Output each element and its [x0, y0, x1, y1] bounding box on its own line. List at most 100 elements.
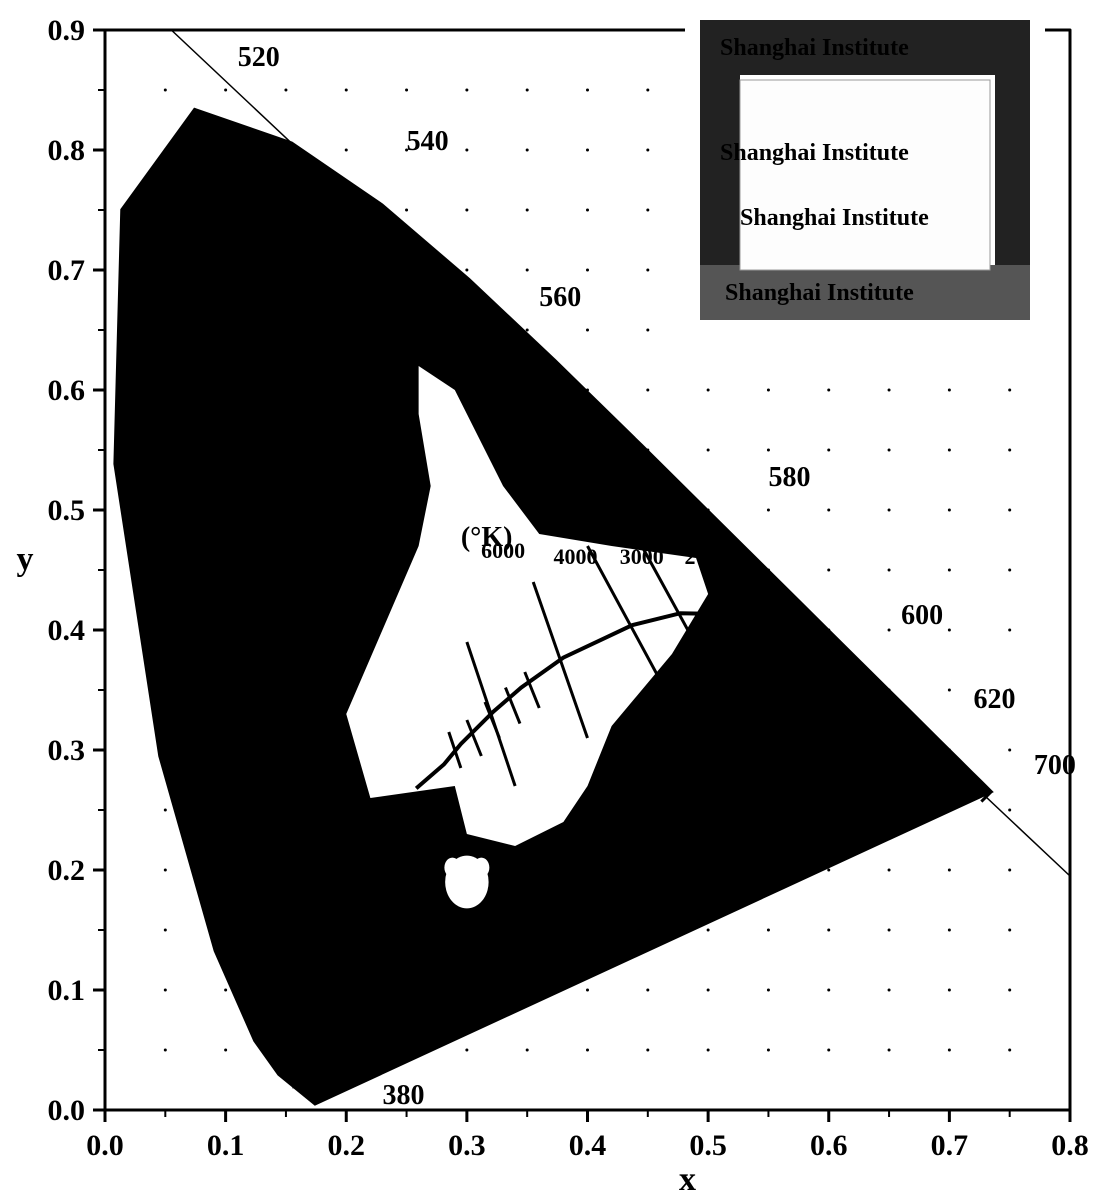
y-tick-label: 0.8 [48, 134, 86, 167]
grid-dot [827, 929, 830, 932]
grid-dot [707, 389, 710, 392]
grid-dot [767, 509, 770, 512]
grid-dot [224, 1049, 227, 1052]
grid-dot [586, 329, 589, 332]
grid-dot [888, 389, 891, 392]
grid-dot [948, 929, 951, 932]
grid-dot [224, 89, 227, 92]
grid-dot [1008, 449, 1011, 452]
y-tick-label: 0.3 [48, 734, 86, 767]
grid-dot [526, 209, 529, 212]
grid-dot [1008, 869, 1011, 872]
grid-dot [888, 869, 891, 872]
grid-dot [1008, 929, 1011, 932]
temp-label: 2 [685, 544, 696, 569]
grid-dot [888, 629, 891, 632]
grid-dot [767, 1049, 770, 1052]
spectral-label: 490 [195, 744, 237, 775]
grid-dot [345, 149, 348, 152]
grid-dot [707, 929, 710, 932]
grid-dot [1008, 749, 1011, 752]
grid-dot [948, 989, 951, 992]
grid-dot [767, 929, 770, 932]
spectral-label: 600 [901, 600, 943, 631]
grid-dot [888, 989, 891, 992]
inset-text: Shanghai Institute [740, 205, 929, 231]
grid-dot [526, 149, 529, 152]
grid-dot [586, 1049, 589, 1052]
grid-dot [948, 1049, 951, 1052]
grid-dot [948, 689, 951, 692]
grid-dot [526, 1049, 529, 1052]
grid-dot [827, 569, 830, 572]
grid-dot [586, 269, 589, 272]
grid-dot [586, 209, 589, 212]
center-marker-lobe [444, 858, 460, 878]
x-tick-label: 0.5 [689, 1129, 727, 1162]
center-marker-lobe [473, 858, 489, 878]
spectral-label: 560 [539, 282, 581, 313]
grid-dot [224, 989, 227, 992]
grid-dot [646, 89, 649, 92]
spectral-label: 520 [238, 42, 280, 73]
grid-dot [405, 209, 408, 212]
grid-dot [767, 389, 770, 392]
temp-unit-label: (°K) [461, 522, 513, 553]
grid-dot [465, 269, 468, 272]
y-tick-label: 0.6 [48, 374, 86, 407]
inset-panel [740, 80, 990, 270]
grid-dot [888, 509, 891, 512]
grid-dot [405, 89, 408, 92]
spectral-label: 480 [250, 936, 292, 967]
grid-dot [646, 269, 649, 272]
y-tick-label: 0.0 [48, 1094, 86, 1127]
grid-dot [646, 989, 649, 992]
grid-dot [586, 149, 589, 152]
spectral-label: 580 [768, 462, 810, 493]
grid-dot [948, 569, 951, 572]
x-tick-label: 0.1 [207, 1129, 245, 1162]
grid-dot [1008, 989, 1011, 992]
inset-text: Shanghai Institute [720, 35, 909, 61]
grid-dot [164, 89, 167, 92]
grid-dot [827, 989, 830, 992]
x-tick-label: 0.8 [1051, 1129, 1089, 1162]
grid-dot [164, 989, 167, 992]
y-axis-label: y [17, 541, 34, 578]
y-tick-label: 0.7 [48, 254, 86, 287]
grid-dot [586, 89, 589, 92]
chart-svg: 3804604704804905005205405605806006207006… [0, 0, 1101, 1197]
y-tick-label: 0.4 [48, 614, 86, 647]
spectral-tick [115, 462, 129, 464]
grid-dot [827, 389, 830, 392]
grid-dot [526, 89, 529, 92]
grid-dot [1008, 509, 1011, 512]
grid-dot [526, 329, 529, 332]
chromaticity-chart: 3804604704804905005205405605806006207006… [0, 0, 1101, 1197]
grid-dot [164, 869, 167, 872]
grid-dot [767, 449, 770, 452]
grid-dot [707, 449, 710, 452]
x-tick-label: 0.7 [931, 1129, 969, 1162]
x-tick-label: 0.2 [328, 1129, 366, 1162]
inset-text: Shanghai Institute [720, 140, 909, 166]
grid-dot [284, 89, 287, 92]
spectral-label: 620 [974, 684, 1016, 715]
grid-dot [465, 1049, 468, 1052]
grid-dot [1008, 629, 1011, 632]
spectral-label: 460 [292, 1068, 334, 1099]
grid-dot [1008, 389, 1011, 392]
spectral-label: 380 [382, 1080, 424, 1111]
grid-dot [948, 389, 951, 392]
spectral-label: 540 [407, 126, 449, 157]
grid-dot [164, 1049, 167, 1052]
x-tick-label: 0.4 [569, 1129, 607, 1162]
spectral-label: 500 [147, 462, 189, 493]
grid-dot [345, 89, 348, 92]
grid-dot [827, 509, 830, 512]
grid-dot [1008, 1049, 1011, 1052]
grid-dot [465, 149, 468, 152]
grid-dot [646, 1049, 649, 1052]
grid-dot [1008, 569, 1011, 572]
y-tick-label: 0.1 [48, 974, 86, 1007]
